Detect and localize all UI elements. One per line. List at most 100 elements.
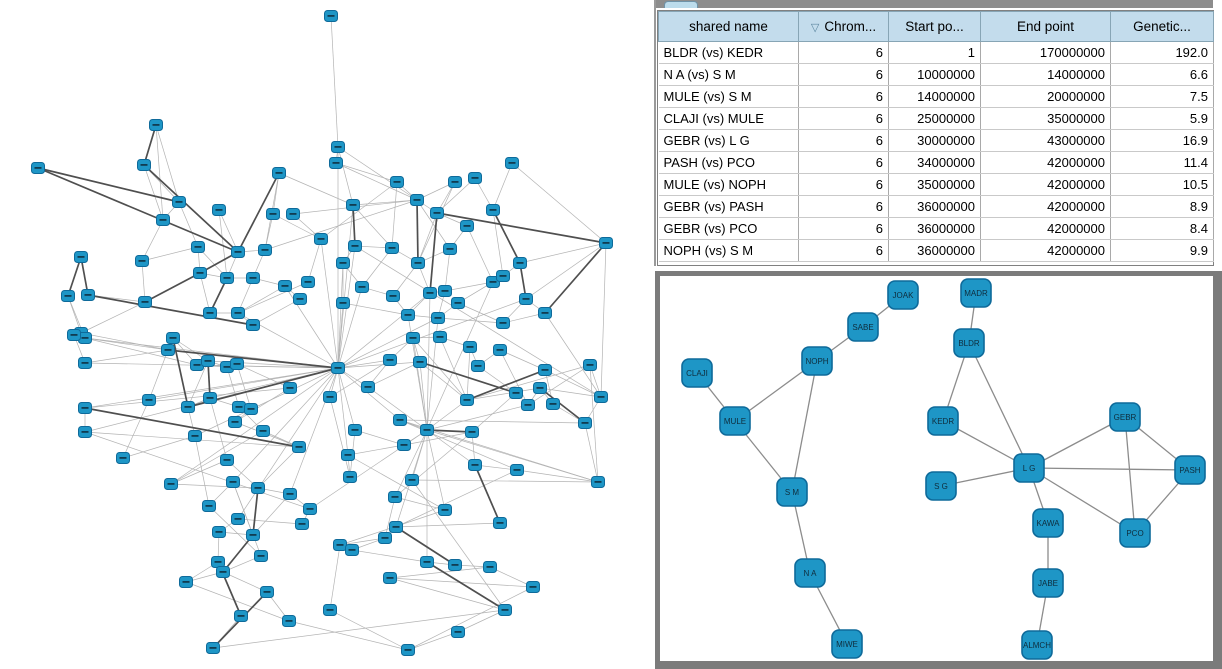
edge[interactable] bbox=[1028, 416, 1126, 469]
detail-node[interactable]: NOPH bbox=[801, 346, 833, 376]
detail-node[interactable]: S M bbox=[776, 477, 808, 507]
edge[interactable] bbox=[252, 493, 291, 536]
table-cell[interactable]: 30000000 bbox=[888, 129, 981, 152]
overview-node[interactable] bbox=[283, 382, 297, 394]
edge[interactable] bbox=[148, 349, 169, 401]
table-cell[interactable]: 25000000 bbox=[888, 107, 981, 130]
overview-node[interactable] bbox=[509, 387, 523, 399]
edge[interactable] bbox=[84, 337, 169, 351]
overview-node[interactable] bbox=[138, 296, 152, 308]
table-cell[interactable]: BLDR (vs) KEDR bbox=[658, 41, 799, 64]
edge[interactable] bbox=[466, 346, 471, 401]
table-cell[interactable]: 1 bbox=[888, 41, 981, 64]
edge[interactable] bbox=[84, 407, 300, 448]
overview-node[interactable] bbox=[341, 449, 355, 461]
overview-node[interactable] bbox=[498, 604, 512, 616]
edge[interactable] bbox=[252, 298, 301, 326]
table-row[interactable]: GEBR (vs) L G 6 30000000 43000000 16.9 bbox=[658, 129, 1214, 152]
overview-node[interactable] bbox=[202, 500, 216, 512]
edge[interactable] bbox=[141, 246, 199, 262]
edge[interactable] bbox=[237, 172, 280, 253]
overview-node[interactable] bbox=[149, 119, 163, 131]
edge[interactable] bbox=[426, 404, 529, 431]
edge[interactable] bbox=[436, 212, 607, 244]
edge[interactable] bbox=[170, 459, 228, 485]
edge[interactable] bbox=[589, 364, 599, 483]
overview-node[interactable] bbox=[244, 403, 258, 415]
edge[interactable] bbox=[330, 15, 339, 148]
edge[interactable] bbox=[222, 571, 268, 593]
overview-node[interactable] bbox=[203, 307, 217, 319]
edge[interactable] bbox=[416, 199, 451, 250]
edge[interactable] bbox=[407, 586, 534, 651]
overview-node[interactable] bbox=[538, 364, 552, 376]
edge[interactable] bbox=[187, 360, 209, 408]
edge[interactable] bbox=[337, 367, 349, 456]
overview-node[interactable] bbox=[231, 246, 245, 258]
edge[interactable] bbox=[457, 609, 506, 633]
overview-node[interactable] bbox=[406, 332, 420, 344]
edge[interactable] bbox=[170, 367, 339, 485]
table-cell[interactable]: 36000000 bbox=[888, 195, 981, 218]
edge[interactable] bbox=[178, 201, 199, 248]
table-cell[interactable]: GEBR (vs) L G bbox=[658, 129, 799, 152]
table-cell[interactable]: 11.4 bbox=[1110, 151, 1214, 174]
edge[interactable] bbox=[394, 496, 446, 511]
edge[interactable] bbox=[489, 566, 534, 588]
overview-node[interactable] bbox=[343, 471, 357, 483]
table-cell[interactable]: N A (vs) S M bbox=[658, 63, 799, 86]
overview-node[interactable] bbox=[283, 488, 297, 500]
overview-node[interactable] bbox=[519, 293, 533, 305]
table-cell[interactable]: 192.0 bbox=[1110, 41, 1214, 64]
overview-node[interactable] bbox=[254, 550, 268, 562]
edge[interactable] bbox=[237, 518, 303, 525]
table-cell[interactable]: 42000000 bbox=[980, 217, 1111, 240]
edge[interactable] bbox=[307, 238, 322, 283]
table-cell[interactable]: 6 bbox=[798, 129, 889, 152]
edge[interactable] bbox=[600, 242, 607, 398]
overview-node[interactable] bbox=[599, 237, 613, 249]
edge[interactable] bbox=[367, 361, 421, 388]
overview-node[interactable] bbox=[172, 196, 186, 208]
edge[interactable] bbox=[337, 367, 356, 431]
edge[interactable] bbox=[199, 272, 211, 314]
overview-node[interactable] bbox=[431, 312, 445, 324]
edge[interactable] bbox=[426, 561, 506, 611]
edge[interactable] bbox=[289, 367, 339, 495]
overview-node[interactable] bbox=[345, 544, 359, 556]
table-cell[interactable]: 5.9 bbox=[1110, 107, 1214, 130]
edge[interactable] bbox=[337, 262, 344, 369]
detail-node[interactable]: KAWA bbox=[1032, 508, 1064, 538]
overview-node[interactable] bbox=[583, 359, 597, 371]
edge[interactable] bbox=[264, 199, 418, 251]
edge[interactable] bbox=[167, 349, 339, 369]
edge[interactable] bbox=[436, 177, 476, 214]
overview-node[interactable] bbox=[405, 474, 419, 486]
edge[interactable] bbox=[172, 337, 189, 408]
edge[interactable] bbox=[84, 431, 311, 510]
edge[interactable] bbox=[417, 212, 438, 264]
detail-node[interactable]: SABE bbox=[847, 312, 879, 342]
table-cell[interactable]: 6 bbox=[798, 107, 889, 130]
overview-node[interactable] bbox=[246, 272, 260, 284]
edge[interactable] bbox=[144, 272, 201, 303]
edge[interactable] bbox=[352, 199, 418, 206]
edge[interactable] bbox=[80, 332, 169, 351]
overview-node[interactable] bbox=[203, 392, 217, 404]
column-header-start-position[interactable]: Start po... bbox=[888, 11, 981, 42]
edge[interactable] bbox=[544, 242, 607, 314]
overview-node[interactable] bbox=[463, 341, 477, 353]
edge[interactable] bbox=[122, 399, 150, 459]
edge[interactable] bbox=[329, 396, 351, 478]
edge[interactable] bbox=[352, 204, 393, 249]
table-row[interactable]: PASH (vs) PCO 6 34000000 42000000 11.4 bbox=[658, 151, 1214, 174]
overview-node[interactable] bbox=[438, 285, 452, 297]
overview-node[interactable] bbox=[438, 504, 452, 516]
overview-node[interactable] bbox=[212, 204, 226, 216]
edge[interactable] bbox=[426, 281, 494, 431]
edge[interactable] bbox=[257, 446, 300, 489]
table-cell[interactable]: 6 bbox=[798, 85, 889, 108]
column-header-shared-name[interactable]: shared name bbox=[658, 11, 799, 42]
overview-node[interactable] bbox=[348, 424, 362, 436]
edge[interactable] bbox=[411, 479, 506, 611]
